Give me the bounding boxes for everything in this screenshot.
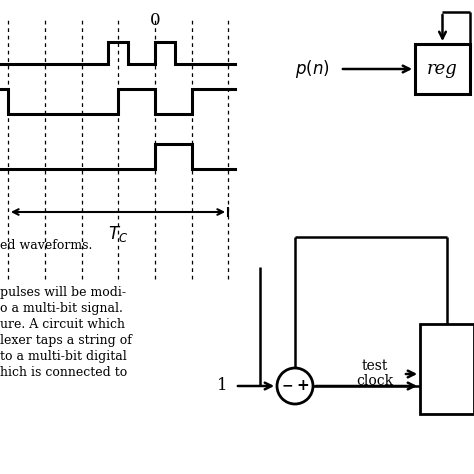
Text: ed waveforms.: ed waveforms.	[0, 239, 92, 252]
Text: $T_C$: $T_C$	[108, 224, 128, 244]
Text: ure. A circuit which: ure. A circuit which	[0, 318, 125, 331]
Text: reg: reg	[427, 60, 458, 78]
Text: +: +	[297, 379, 310, 393]
Text: test: test	[362, 359, 388, 373]
Bar	[420, 324, 474, 414]
Text: 0: 0	[150, 12, 160, 29]
Text: o a multi-bit signal.: o a multi-bit signal.	[0, 302, 123, 315]
Text: $p(n)$: $p(n)$	[295, 58, 330, 80]
Text: 1: 1	[218, 377, 228, 394]
Text: lexer taps a string of: lexer taps a string of	[0, 334, 132, 347]
Text: to a multi-bit digital: to a multi-bit digital	[0, 350, 127, 363]
Text: −: −	[281, 378, 293, 392]
Text: clock: clock	[356, 374, 393, 388]
Bar	[415, 44, 470, 94]
Text: hich is connected to: hich is connected to	[0, 366, 127, 379]
Text: pulses will be modi-: pulses will be modi-	[0, 286, 126, 299]
